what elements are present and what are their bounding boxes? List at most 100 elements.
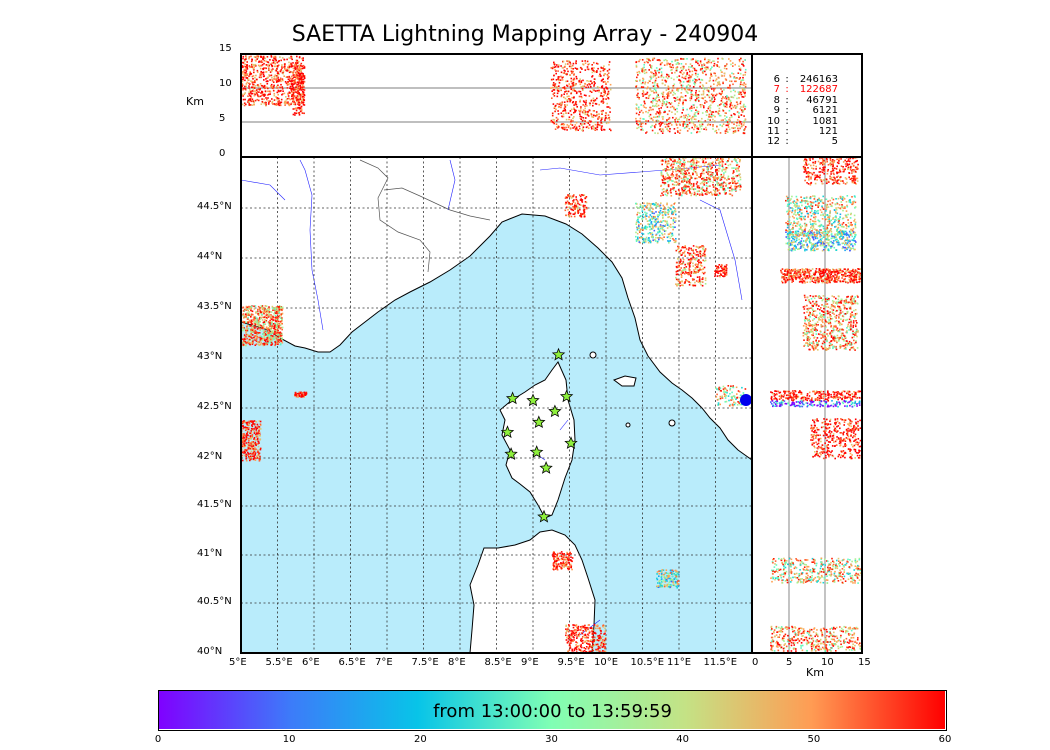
station-star-icon [529,445,544,458]
storm-cluster [714,264,728,278]
colorbar-tick-label: 20 [413,734,427,745]
elba-island [612,375,637,387]
legend-level: 11 [767,126,780,138]
legend-level: 7 [773,84,780,96]
country-borders [359,159,491,273]
lon-tick-label: 5°E [229,657,247,668]
lon-tick-label: 10.5°E [630,657,665,668]
side-cluster [770,625,862,652]
storm-cluster [656,569,680,589]
side-cluster [802,157,859,186]
legend-count: 121 [818,126,838,138]
lon-tick-label: 11°E [667,657,692,668]
altitude-cluster [550,60,612,132]
lightning-sources-altitude [241,55,747,135]
legend-level: 9 [773,105,780,117]
side-cluster [770,400,861,408]
lon-tick-label: 5.5°E [265,657,293,668]
colorbar-tick-label: 0 [154,734,162,745]
lon-tick-label: 11.5°E [703,657,738,668]
legend-row: 8: 46791 [762,94,842,106]
storm-cluster [635,202,677,244]
altitude-cluster [635,57,747,135]
giglio-island [668,419,676,427]
legend-separator: : [785,126,789,138]
map-panel [241,157,752,653]
flash-count-legend: 6:246163 7:122687 8:46791 9:6121 10:1081 11:1… [762,74,842,148]
capraia-island [589,351,597,359]
lat-tick-label: 40.5°N [197,596,232,607]
altitude-ylabel: Km [186,95,204,108]
legend-count: 1081 [812,115,838,127]
station-star-icon [564,436,578,449]
station-star-icon [500,425,515,439]
side-xtick-10: 10 [821,657,834,668]
altitude-ytick-0: 0 [219,148,226,159]
station-markers [500,347,578,523]
legend-row: 11: 121 [762,126,842,138]
side-cluster [785,230,857,252]
colorbar-gradient [158,690,945,729]
legend-count: 122687 [799,84,838,96]
colorbar: from 13:00:00 to 13:59:59 [158,690,947,731]
legend-separator: : [785,136,789,148]
storm-cluster [675,245,707,287]
legend-row: 9: 6121 [762,105,842,117]
side-xlabel: Km [806,666,824,679]
legend-row: 10: 1081 [762,115,842,127]
blue-marker [740,394,752,406]
side-altitude-panel [752,157,862,653]
station-star-icon [505,391,520,405]
legend-row: 6:246163 [762,74,842,85]
colorbar-tick-label: 60 [938,734,952,745]
legend-row: 12: 5 [762,136,842,148]
legend-level: 10 [767,115,780,127]
legend-count: 6121 [812,105,838,117]
side-cluster [770,390,862,402]
sardinia-island [469,529,596,653]
storm-cluster [242,305,284,347]
colorbar-tick-label: 50 [807,734,821,745]
legend-count: 46791 [806,94,838,106]
storm-cluster [565,624,607,653]
lon-tick-label: 6.5°E [338,657,366,668]
lat-tick-label: 40°N [197,646,223,657]
altitude-panel [241,54,752,157]
lightning-sources-side [770,157,862,652]
station-star-icon [504,447,518,460]
side-cluster [780,268,862,284]
legend-count: 246163 [799,74,838,85]
side-xtick-5: 5 [786,657,793,668]
lon-tick-label: 8°E [448,657,466,668]
legend-row: 7:122687 [762,84,842,96]
side-panel-frame [751,156,863,654]
legend-separator: : [785,105,789,117]
legend-separator: : [785,115,789,127]
side-cluster [770,557,862,584]
station-star-icon [551,347,566,361]
lat-tick-label: 42°N [197,451,223,462]
colorbar-tick-label: 10 [282,734,296,745]
map-gridlines [241,157,752,653]
legend-level: 12 [767,136,780,148]
legend-separator: : [785,74,789,85]
station-star-icon [526,393,540,407]
lon-tick-label: 6°E [302,657,320,668]
legend-count: 5 [831,136,838,148]
altitude-ytick-10: 10 [219,78,232,89]
lat-tick-label: 44.5°N [197,201,232,212]
figure-title: SAETTA Lightning Mapping Array - 240904 [291,22,759,47]
lat-tick-label: 43.5°N [197,301,232,312]
storm-cluster [552,551,574,571]
storm-cluster [660,157,742,197]
lightning-sources-map [241,157,747,653]
legend-separator: : [785,84,789,96]
station-star-icon [539,461,553,474]
side-cluster [802,294,859,351]
lon-tick-label: 9.5°E [557,657,585,668]
legend-level: 6 [773,74,780,85]
lat-tick-label: 43°N [197,351,223,362]
side-cluster [810,418,862,460]
altitude-ytick-5: 5 [219,113,226,124]
storm-cluster [294,391,308,398]
